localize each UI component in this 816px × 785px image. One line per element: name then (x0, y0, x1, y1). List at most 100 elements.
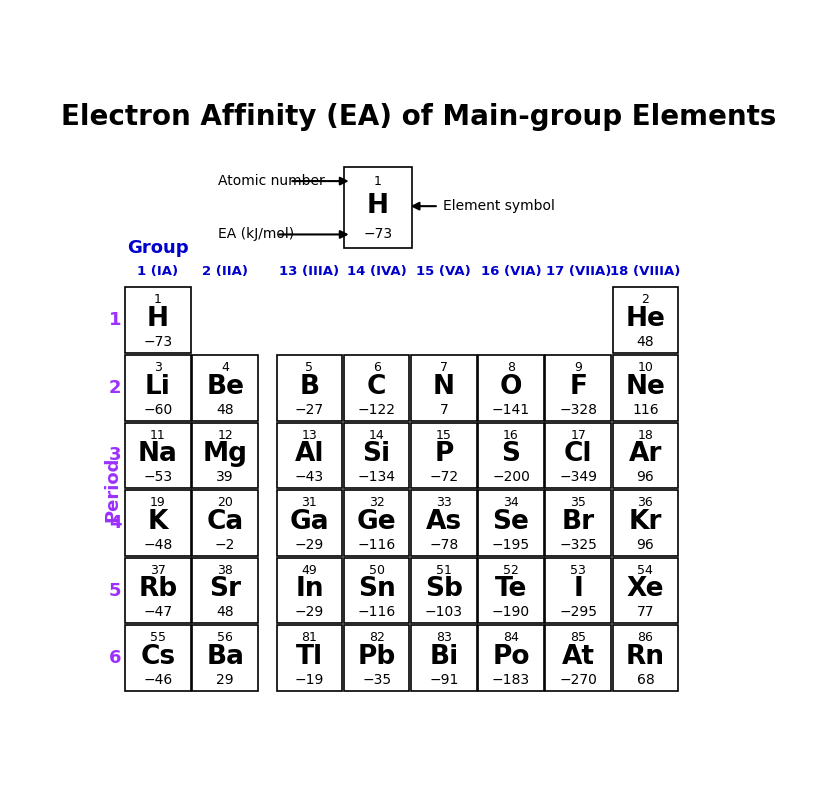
Bar (478, 422, 543, 488)
Bar (613, 355, 678, 421)
Text: 16: 16 (503, 429, 519, 441)
Text: Ba: Ba (206, 644, 244, 670)
Text: −35: −35 (362, 673, 391, 687)
Text: 1: 1 (109, 312, 122, 330)
Bar (478, 355, 543, 421)
Text: Cs: Cs (140, 644, 175, 670)
Bar (277, 625, 342, 691)
Text: 48: 48 (216, 403, 234, 417)
Text: −43: −43 (295, 470, 324, 484)
Text: 17: 17 (570, 429, 586, 441)
Bar (344, 167, 411, 248)
Text: 54: 54 (637, 564, 654, 577)
Text: Cl: Cl (564, 441, 592, 467)
Text: −19: −19 (295, 673, 324, 687)
Bar (344, 625, 410, 691)
Text: 15 (VA): 15 (VA) (416, 265, 471, 278)
Text: −72: −72 (429, 470, 459, 484)
Text: 6: 6 (109, 649, 122, 667)
Bar (411, 422, 477, 488)
Text: S: S (502, 441, 521, 467)
Text: 12: 12 (217, 429, 233, 441)
Text: 96: 96 (636, 470, 654, 484)
Bar (411, 625, 477, 691)
Text: He: He (625, 306, 665, 332)
Text: As: As (426, 509, 462, 535)
Text: 13 (IIIA): 13 (IIIA) (279, 265, 339, 278)
Text: −270: −270 (559, 673, 597, 687)
Text: 116: 116 (632, 403, 659, 417)
Text: Ga: Ga (290, 509, 329, 535)
Bar (125, 490, 191, 556)
Bar (193, 625, 258, 691)
Text: 15: 15 (436, 429, 452, 441)
Text: 18 (VIIIA): 18 (VIIIA) (610, 265, 681, 278)
Text: 48: 48 (636, 335, 654, 349)
Text: −325: −325 (559, 538, 597, 552)
Text: 29: 29 (216, 673, 234, 687)
Text: 1 (IA): 1 (IA) (137, 265, 179, 278)
Text: 55: 55 (150, 631, 166, 644)
Text: 11: 11 (150, 429, 166, 441)
Bar (193, 355, 258, 421)
Bar (193, 490, 258, 556)
Text: 20: 20 (217, 496, 233, 509)
Text: Ne: Ne (625, 374, 665, 400)
Bar (125, 422, 191, 488)
Text: 38: 38 (217, 564, 233, 577)
Bar (125, 287, 191, 353)
Text: 96: 96 (636, 538, 654, 552)
Bar (411, 355, 477, 421)
Text: F: F (570, 374, 588, 400)
Bar (344, 422, 410, 488)
Bar (545, 557, 611, 623)
Text: H: H (147, 306, 169, 332)
Text: −116: −116 (357, 605, 396, 619)
Text: Tl: Tl (296, 644, 323, 670)
Text: −200: −200 (492, 470, 530, 484)
Text: −73: −73 (363, 228, 392, 242)
Text: Br: Br (561, 509, 595, 535)
Text: 49: 49 (302, 564, 317, 577)
Text: EA (kJ/mol): EA (kJ/mol) (218, 228, 295, 242)
Text: 51: 51 (436, 564, 452, 577)
Text: 84: 84 (503, 631, 519, 644)
Text: −349: −349 (559, 470, 597, 484)
Text: 34: 34 (503, 496, 519, 509)
Text: Si: Si (362, 441, 391, 467)
Text: 14 (IVA): 14 (IVA) (347, 265, 406, 278)
Bar (344, 355, 410, 421)
Text: 1: 1 (154, 294, 162, 306)
Text: In: In (295, 576, 324, 602)
Bar (277, 422, 342, 488)
Text: −29: −29 (295, 538, 324, 552)
Text: 31: 31 (302, 496, 317, 509)
Text: 52: 52 (503, 564, 519, 577)
Bar (613, 557, 678, 623)
Text: 4: 4 (109, 514, 122, 532)
Text: Bi: Bi (429, 644, 459, 670)
Text: P: P (434, 441, 454, 467)
Text: 32: 32 (369, 496, 384, 509)
Text: −60: −60 (144, 403, 173, 417)
Text: Al: Al (295, 441, 324, 467)
Bar (411, 557, 477, 623)
Text: −122: −122 (357, 403, 396, 417)
Text: 7: 7 (440, 361, 448, 374)
Text: Element symbol: Element symbol (442, 199, 555, 214)
Text: 3: 3 (154, 361, 162, 374)
Text: Electron Affinity (EA) of Main-group Elements: Electron Affinity (EA) of Main-group Ele… (60, 104, 776, 131)
Bar (277, 557, 342, 623)
Text: 4: 4 (221, 361, 229, 374)
Text: −328: −328 (559, 403, 597, 417)
Text: Ca: Ca (206, 509, 244, 535)
Text: N: N (432, 374, 455, 400)
Text: 81: 81 (301, 631, 317, 644)
Text: 36: 36 (637, 496, 654, 509)
Text: −116: −116 (357, 538, 396, 552)
Text: −141: −141 (492, 403, 530, 417)
Bar (478, 557, 543, 623)
Text: 37: 37 (150, 564, 166, 577)
Text: 68: 68 (636, 673, 654, 687)
Text: K: K (148, 509, 168, 535)
